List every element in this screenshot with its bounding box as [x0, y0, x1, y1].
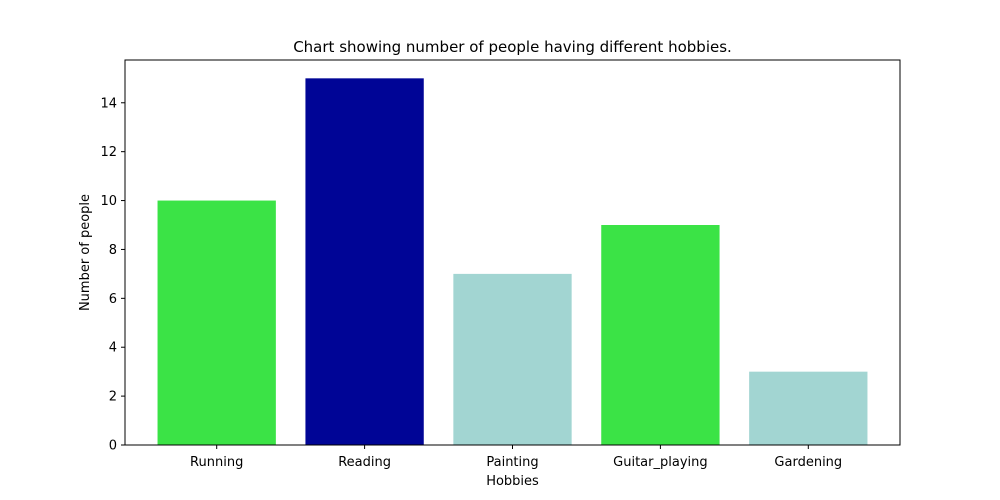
plot-area: Running Reading Painting Guitar_playing Gard… [100, 78, 868, 470]
y-axis-label: Number of people [78, 194, 93, 311]
plot-frame [124, 59, 901, 446]
x-tick-label: Painting [486, 455, 538, 470]
bar-reading [305, 78, 424, 445]
y-tick-label: 6 [109, 292, 117, 307]
x-tick-label: Reading [338, 455, 391, 470]
y-tick-label: 12 [100, 145, 117, 160]
bar-running [157, 200, 276, 445]
x-tick-label: Gardening [774, 455, 842, 470]
y-tick-label: 14 [100, 96, 117, 111]
x-tick-label: Guitar_playing [613, 455, 707, 470]
y-tick-label: 8 [109, 243, 117, 258]
x-axis-label: Hobbies [486, 474, 539, 489]
chart-title: Chart showing number of people having di… [293, 38, 732, 56]
bar-gardening [749, 371, 868, 445]
bar-painting [453, 273, 572, 445]
x-tick-label: Running [190, 455, 243, 470]
y-tick-label: 2 [109, 390, 117, 405]
y-tick-label: 10 [100, 194, 117, 209]
y-tick-label: 4 [109, 341, 117, 356]
bar-guitar-playing [601, 225, 720, 445]
y-tick-label: 0 [109, 439, 117, 454]
